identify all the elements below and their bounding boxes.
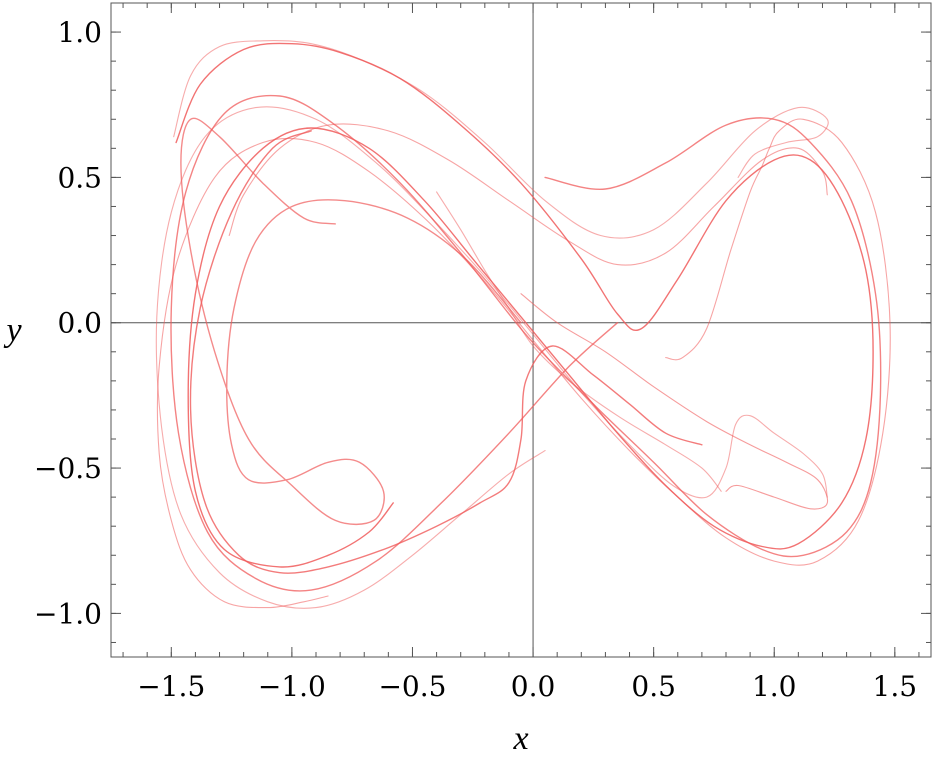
- attractor-trajectory-line: [520, 293, 829, 510]
- x-tick-labels: −1.5 −1.0 −0.5 0.0 0.5 1.0 1.5: [137, 670, 917, 703]
- y-tick-labels: −1.0 −0.5 0.0 0.5 1.0: [34, 16, 102, 630]
- plot-frame: [110, 2, 932, 658]
- x-tick-label: 0.0: [511, 670, 556, 703]
- x-tick-label: −0.5: [378, 670, 446, 703]
- attractor-trajectory-line: [173, 40, 829, 239]
- y-tick-label: −1.0: [34, 597, 102, 630]
- y-tick-label: 0.5: [57, 161, 102, 194]
- x-axis-label: x: [512, 720, 528, 757]
- y-tick-label: −0.5: [34, 452, 102, 485]
- attractor-trajectory-line: [175, 42, 874, 568]
- attractor-trajectory-line: [156, 118, 891, 609]
- x-tick-label: 1.5: [873, 670, 918, 703]
- x-tick-label: −1.0: [258, 670, 326, 703]
- y-tick-label: 0.0: [57, 307, 102, 340]
- attractor-trajectory-line: [180, 117, 522, 526]
- y-axis-label: y: [3, 312, 22, 349]
- minor-ticks: [111, 2, 931, 657]
- attractor-trajectory-line: [155, 106, 828, 609]
- attractor-trajectory-line: [170, 94, 882, 592]
- attractor-trajectory-line: [436, 191, 722, 492]
- x-tick-label: −1.5: [137, 670, 205, 703]
- major-ticks: [111, 3, 931, 657]
- attractor-curves: [155, 40, 891, 609]
- attractor-trajectory-line: [228, 123, 828, 266]
- y-tick-label: 1.0: [57, 16, 102, 49]
- x-tick-label: 0.5: [631, 670, 676, 703]
- attractor-trajectory-line: [189, 130, 703, 574]
- x-tick-label: 1.0: [752, 670, 797, 703]
